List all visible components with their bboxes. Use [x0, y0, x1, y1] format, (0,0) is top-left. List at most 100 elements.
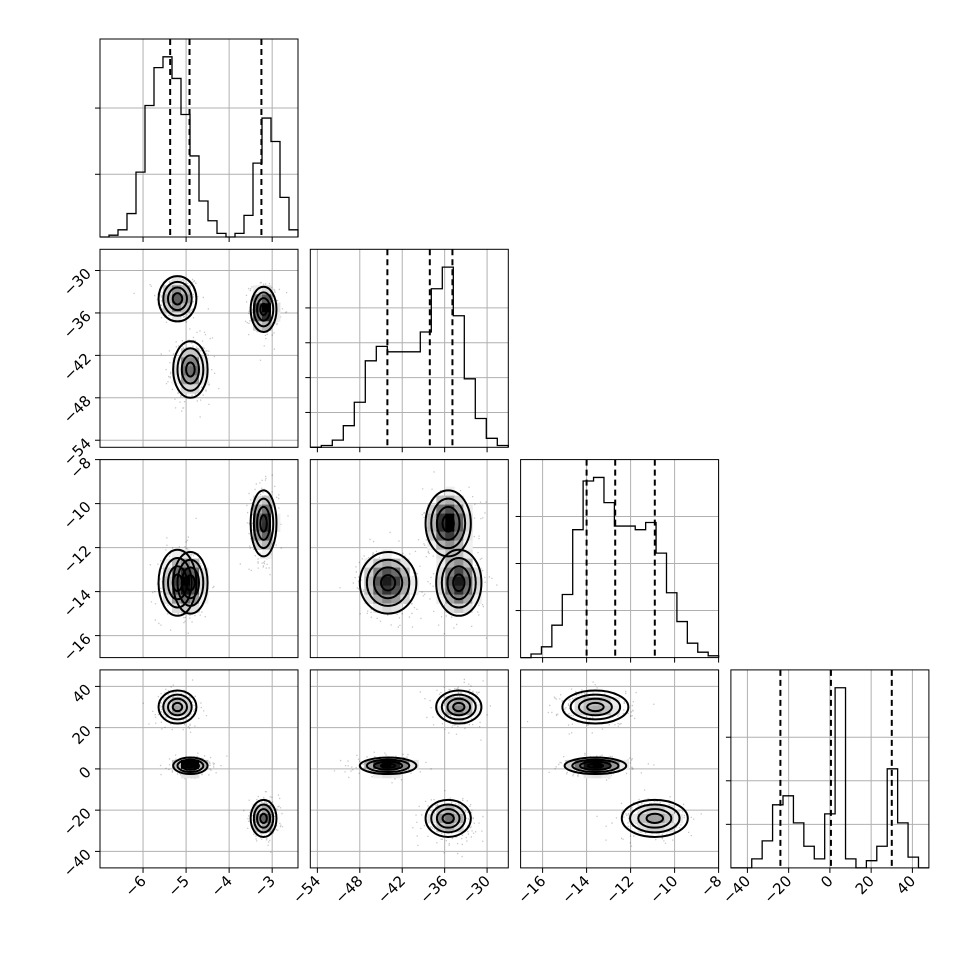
density-cell [172, 696, 182, 707]
density-cell [391, 558, 401, 568]
contour-level [185, 574, 196, 592]
contour-level [380, 762, 397, 769]
contour-level [157, 548, 198, 617]
density-cell [427, 531, 437, 541]
contour-level [440, 557, 477, 609]
density-cell [181, 357, 191, 367]
x-tick-label: −30 [459, 872, 494, 907]
scatter-panel-2-1 [309, 459, 509, 659]
density-cell [364, 558, 374, 568]
contour-level [358, 756, 418, 776]
density-cell [172, 375, 182, 385]
histogram-panel-2 [515, 459, 720, 659]
histogram-panel-0 [95, 38, 299, 238]
density-cell [181, 594, 191, 604]
density-cell [454, 549, 464, 559]
contour-level [571, 758, 620, 773]
x-tick-label: −48 [332, 872, 367, 907]
density-cell [472, 567, 482, 577]
histogram-panel-1 [305, 248, 509, 448]
contour-level [180, 760, 201, 771]
density-cell [574, 696, 584, 707]
contour-level [167, 697, 188, 717]
y-tick-label: −40 [60, 846, 95, 881]
contour-level [441, 514, 455, 533]
x-tick-label: −6 [121, 872, 149, 900]
contour-level [185, 762, 196, 769]
x-tick-label: −16 [514, 872, 549, 907]
histogram-step [730, 687, 929, 869]
density-cell [673, 813, 683, 824]
density-cell [427, 504, 437, 514]
contour-level [256, 808, 272, 829]
density-cell [262, 540, 272, 550]
panel-content [333, 678, 491, 858]
density-cell [253, 822, 263, 833]
contour-level [249, 489, 278, 558]
x-tick-label: −12 [602, 872, 637, 907]
density-cell [400, 594, 410, 604]
density-cell [583, 696, 593, 707]
density-cell [163, 705, 173, 716]
density-cell [253, 540, 263, 550]
density-cell [610, 696, 620, 707]
density-cell [199, 375, 209, 385]
scatter-panel-3-1 [309, 669, 509, 869]
density-cell [373, 585, 383, 595]
density-cell [463, 594, 473, 604]
panel-frame [309, 459, 509, 659]
contour-level [172, 756, 209, 776]
density-cell [391, 759, 401, 770]
density-cell [391, 603, 401, 613]
contour-level [629, 803, 681, 834]
contour-level [440, 693, 477, 721]
density-cell [472, 576, 482, 586]
panel-frame [99, 248, 299, 448]
x-tick-label: −5 [165, 872, 193, 900]
panel-content [142, 679, 284, 853]
density-cell [463, 576, 473, 586]
x-tick-label: 40 [893, 872, 919, 898]
y-tick-label: 40 [69, 681, 95, 707]
contour-level [162, 280, 193, 317]
y-tick-label: 0 [75, 763, 94, 782]
density-cell [391, 594, 401, 604]
density-cell [190, 357, 200, 367]
density-cell [190, 585, 200, 595]
density-cell [436, 585, 446, 595]
contour-level [577, 697, 613, 717]
scatter-panel-3-2 [520, 669, 720, 869]
contour-level [171, 701, 184, 713]
density-cell [253, 804, 263, 815]
density-cell [664, 804, 674, 815]
density-cell [400, 585, 410, 595]
contour-level [252, 291, 275, 328]
contour-level [435, 808, 461, 829]
density-cell [382, 576, 392, 586]
density-cell [454, 504, 464, 514]
density-cell [172, 285, 182, 295]
panel-frame [520, 459, 720, 659]
density-cell [445, 549, 455, 559]
density-cell [664, 813, 674, 824]
contour-level [157, 275, 198, 323]
density-cell [436, 804, 446, 815]
density-cell [445, 705, 455, 716]
contour-level [249, 798, 278, 838]
density-cell [409, 585, 419, 595]
density-cell [463, 513, 473, 523]
contour-level [446, 565, 472, 601]
x-tick-label: −54 [289, 872, 324, 907]
density-cell [610, 705, 620, 716]
scatter-panel-3-0 [99, 669, 299, 869]
y-tick-label: −10 [60, 498, 95, 533]
x-tick-label: −20 [760, 872, 795, 907]
density-cell [364, 759, 374, 770]
density-cell [664, 822, 674, 833]
contour-level [185, 361, 196, 378]
density-cell [190, 558, 200, 568]
density-cell [181, 294, 191, 304]
density-cell [436, 594, 446, 604]
x-tick-label: −40 [719, 872, 754, 907]
contour-level [446, 697, 472, 717]
